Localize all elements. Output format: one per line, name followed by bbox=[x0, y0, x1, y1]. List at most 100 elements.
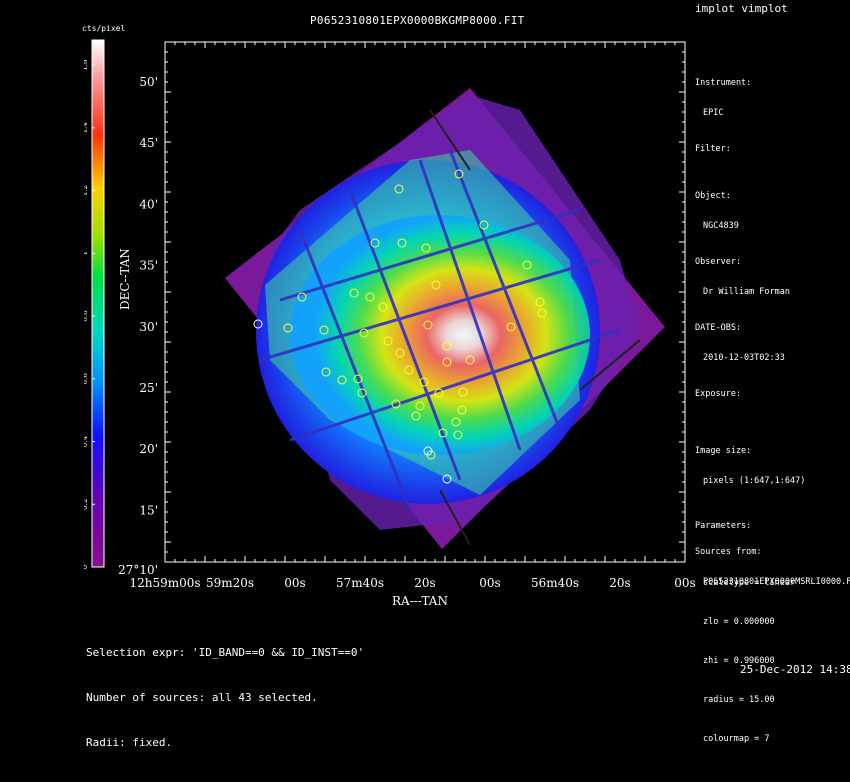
colorbar-ticks: 0 0.2 0.4 0.6 0.8 1 1.2 1.4 1.6 bbox=[84, 59, 95, 569]
y-tick-label: 30' bbox=[139, 320, 158, 334]
radii-mode: Radii: fixed. bbox=[86, 736, 173, 749]
image-size-label: Image size: bbox=[695, 446, 752, 456]
source-marker bbox=[465, 355, 475, 365]
selection-expr: Selection expr: 'ID_BAND==0 && ID_INST==… bbox=[86, 646, 365, 659]
source-marker bbox=[423, 320, 433, 330]
exposure-label: Exposure: bbox=[695, 389, 742, 399]
y-tick-label: 20' bbox=[139, 442, 158, 456]
timestamp: 25-Dec-2012 14:38 bbox=[740, 663, 850, 676]
status-area: Selection expr: 'ID_BAND==0 && ID_INST==… bbox=[86, 615, 364, 765]
y-tick-labels: 50' 45' 40' 35' 30' 25' 20' 15' 27°10' bbox=[118, 75, 158, 577]
source-marker bbox=[370, 238, 380, 248]
source-markers bbox=[253, 169, 547, 484]
source-marker bbox=[438, 428, 448, 438]
chip-gaps bbox=[259, 149, 621, 511]
colorbar-tick-label: 0.2 bbox=[84, 499, 89, 510]
source-marker bbox=[253, 319, 263, 329]
source-marker bbox=[397, 238, 407, 248]
param-scaletype: scaletype = linear bbox=[703, 578, 796, 588]
source-marker bbox=[365, 292, 375, 302]
x-tick-label: 59m20s bbox=[206, 576, 254, 590]
sky-image bbox=[225, 88, 665, 549]
source-marker bbox=[359, 328, 369, 338]
observer-value: Dr William Forman bbox=[703, 287, 790, 297]
source-marker bbox=[451, 417, 461, 427]
source-marker bbox=[454, 169, 464, 179]
source-marker bbox=[415, 401, 425, 411]
object-label: Object: bbox=[695, 191, 731, 201]
colorbar-tick-label: 1.6 bbox=[84, 59, 89, 71]
y-origin-label: 27°10' bbox=[118, 563, 158, 577]
source-marker bbox=[442, 357, 452, 367]
source-marker bbox=[522, 260, 532, 270]
x-tick-label: 00s bbox=[479, 576, 500, 590]
param-zlo: zlo = 0.000000 bbox=[703, 617, 775, 627]
source-marker bbox=[442, 341, 452, 351]
colorbar-tick-label: 1.2 bbox=[84, 185, 89, 196]
observer-label: Observer: bbox=[695, 257, 742, 267]
param-colourmap: colourmap = 7 bbox=[703, 734, 770, 744]
source-marker bbox=[453, 430, 463, 440]
y-tick-label: 50' bbox=[139, 75, 158, 89]
source-marker bbox=[442, 474, 452, 484]
source-marker bbox=[357, 388, 367, 398]
source-marker bbox=[457, 405, 467, 415]
colorbar-tick-label: 0.6 bbox=[84, 373, 89, 385]
instrument-value: EPIC bbox=[703, 108, 724, 118]
x-tick-label: 20s bbox=[609, 576, 630, 590]
source-marker bbox=[283, 323, 293, 333]
y-axis-label: DEC--TAN bbox=[118, 248, 132, 310]
parameters-label: Parameters: bbox=[695, 521, 752, 531]
param-radius: radius = 15.00 bbox=[703, 695, 775, 705]
axis-ticks bbox=[164, 41, 686, 563]
instrument-label: Instrument: bbox=[695, 78, 752, 88]
source-marker bbox=[535, 297, 545, 307]
y-tick-label: 45' bbox=[139, 136, 158, 150]
source-marker bbox=[458, 387, 468, 397]
colorbar-tick-label: 1 bbox=[84, 251, 89, 255]
x-axis-label: RA---TAN bbox=[392, 594, 448, 608]
colorbar-tick-label: 0.8 bbox=[84, 310, 89, 321]
source-marker bbox=[434, 388, 444, 398]
source-marker bbox=[378, 302, 388, 312]
source-marker bbox=[391, 399, 401, 409]
image-title: P0652310801EPX0000BKGMP8000.FIT bbox=[310, 14, 525, 27]
source-marker bbox=[319, 325, 329, 335]
source-marker bbox=[394, 184, 404, 194]
source-marker bbox=[506, 322, 516, 332]
source-marker bbox=[297, 292, 307, 302]
sources-value: P0652310801EPX0000MSRLI0000.F bbox=[703, 577, 850, 587]
sky-image-plot: 50' 45' 40' 35' 30' 25' 20' 15' 27°10' 12h59m00s… bbox=[118, 41, 696, 590]
colorbar-gradient bbox=[91, 39, 105, 568]
source-marker bbox=[479, 220, 489, 230]
source-marker bbox=[411, 411, 421, 421]
source-marker bbox=[419, 377, 429, 387]
source-marker bbox=[431, 280, 441, 290]
sources-from: Sources from: P0652310801EPX0000MSRLI000… bbox=[695, 527, 850, 597]
colorbar-unit-label: cts/pixel bbox=[82, 24, 126, 33]
y-tick-label: 15' bbox=[139, 503, 158, 517]
x-tick-label: 00s bbox=[284, 576, 305, 590]
x-tick-label: 00s bbox=[674, 576, 695, 590]
source-marker bbox=[421, 243, 431, 253]
app-title: implot vimplot bbox=[695, 2, 788, 15]
date-label: DATE-OBS: bbox=[695, 323, 742, 333]
source-marker bbox=[395, 348, 405, 358]
colorbar-tick-label: 0 bbox=[84, 565, 89, 569]
y-tick-label: 35' bbox=[139, 259, 158, 273]
x-tick-label: 12h59m00s bbox=[129, 576, 200, 590]
filter-label: Filter: bbox=[695, 144, 731, 154]
x-tick-label: 20s bbox=[414, 576, 435, 590]
colorbar-tick-label: 1.4 bbox=[84, 122, 89, 134]
source-marker bbox=[426, 450, 436, 460]
y-tick-label: 25' bbox=[139, 381, 158, 395]
object-value: NGC4839 bbox=[703, 221, 739, 231]
x-tick-label: 57m40s bbox=[336, 576, 384, 590]
colorbar-tick-label: 0.4 bbox=[84, 435, 89, 447]
source-marker bbox=[353, 374, 363, 384]
param-zhi: zhi = 0.996000 bbox=[703, 656, 775, 666]
date-value: 2010-12-03T02:33 bbox=[703, 353, 785, 363]
source-marker bbox=[337, 375, 347, 385]
source-marker bbox=[321, 367, 331, 377]
source-marker bbox=[383, 336, 393, 346]
